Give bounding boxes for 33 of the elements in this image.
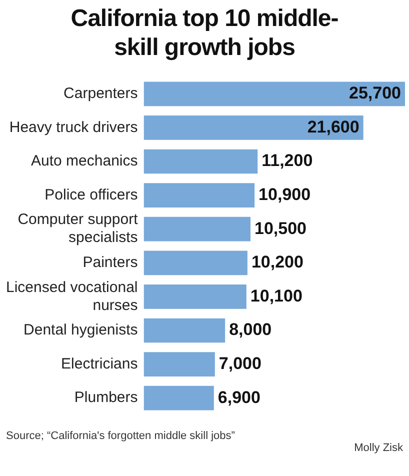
data-label: 7,000 bbox=[218, 354, 262, 373]
y-tick-label: Dental hygienists bbox=[24, 322, 138, 339]
bar bbox=[144, 116, 364, 140]
data-label: 10,200 bbox=[251, 252, 304, 272]
data-label: 21,600 bbox=[307, 117, 360, 136]
data-label: 10,500 bbox=[254, 218, 306, 238]
source-note: Source; “California's forgotten middle skill jobs” bbox=[5, 430, 236, 442]
bar bbox=[144, 216, 250, 242]
text: Molly Zisk bbox=[353, 442, 404, 454]
chart-title: California top 10 middle-skill growth jobs bbox=[70, 4, 340, 62]
y-tick-label: Electricians bbox=[61, 355, 138, 372]
data-label: 10,900 bbox=[258, 184, 311, 204]
bar bbox=[144, 318, 226, 343]
y-tick-label: Computer support specialists bbox=[18, 211, 139, 246]
y-tick-label: Plumbers bbox=[74, 389, 138, 406]
bar bbox=[144, 386, 214, 410]
data-label: 11,200 bbox=[262, 151, 313, 170]
y-tick-label: Police officers bbox=[44, 186, 138, 204]
bar bbox=[144, 250, 248, 276]
y-tick-label: Carpenters bbox=[64, 85, 138, 102]
y-tick-label: Heavy truck drivers bbox=[9, 118, 138, 136]
bar bbox=[144, 284, 246, 309]
bar bbox=[144, 149, 258, 174]
data-label: 10,100 bbox=[250, 286, 302, 306]
bar bbox=[144, 352, 215, 376]
data-label: 6,900 bbox=[218, 388, 260, 407]
y-tick-label: Painters bbox=[82, 254, 138, 272]
bar bbox=[144, 82, 405, 106]
bar bbox=[144, 183, 255, 208]
y-tick-label: Licensed vocational nurses bbox=[6, 278, 138, 314]
y-tick-label: Auto mechanics bbox=[31, 152, 138, 170]
data-label: 8,000 bbox=[229, 320, 272, 340]
data-label: 25,700 bbox=[349, 84, 401, 103]
